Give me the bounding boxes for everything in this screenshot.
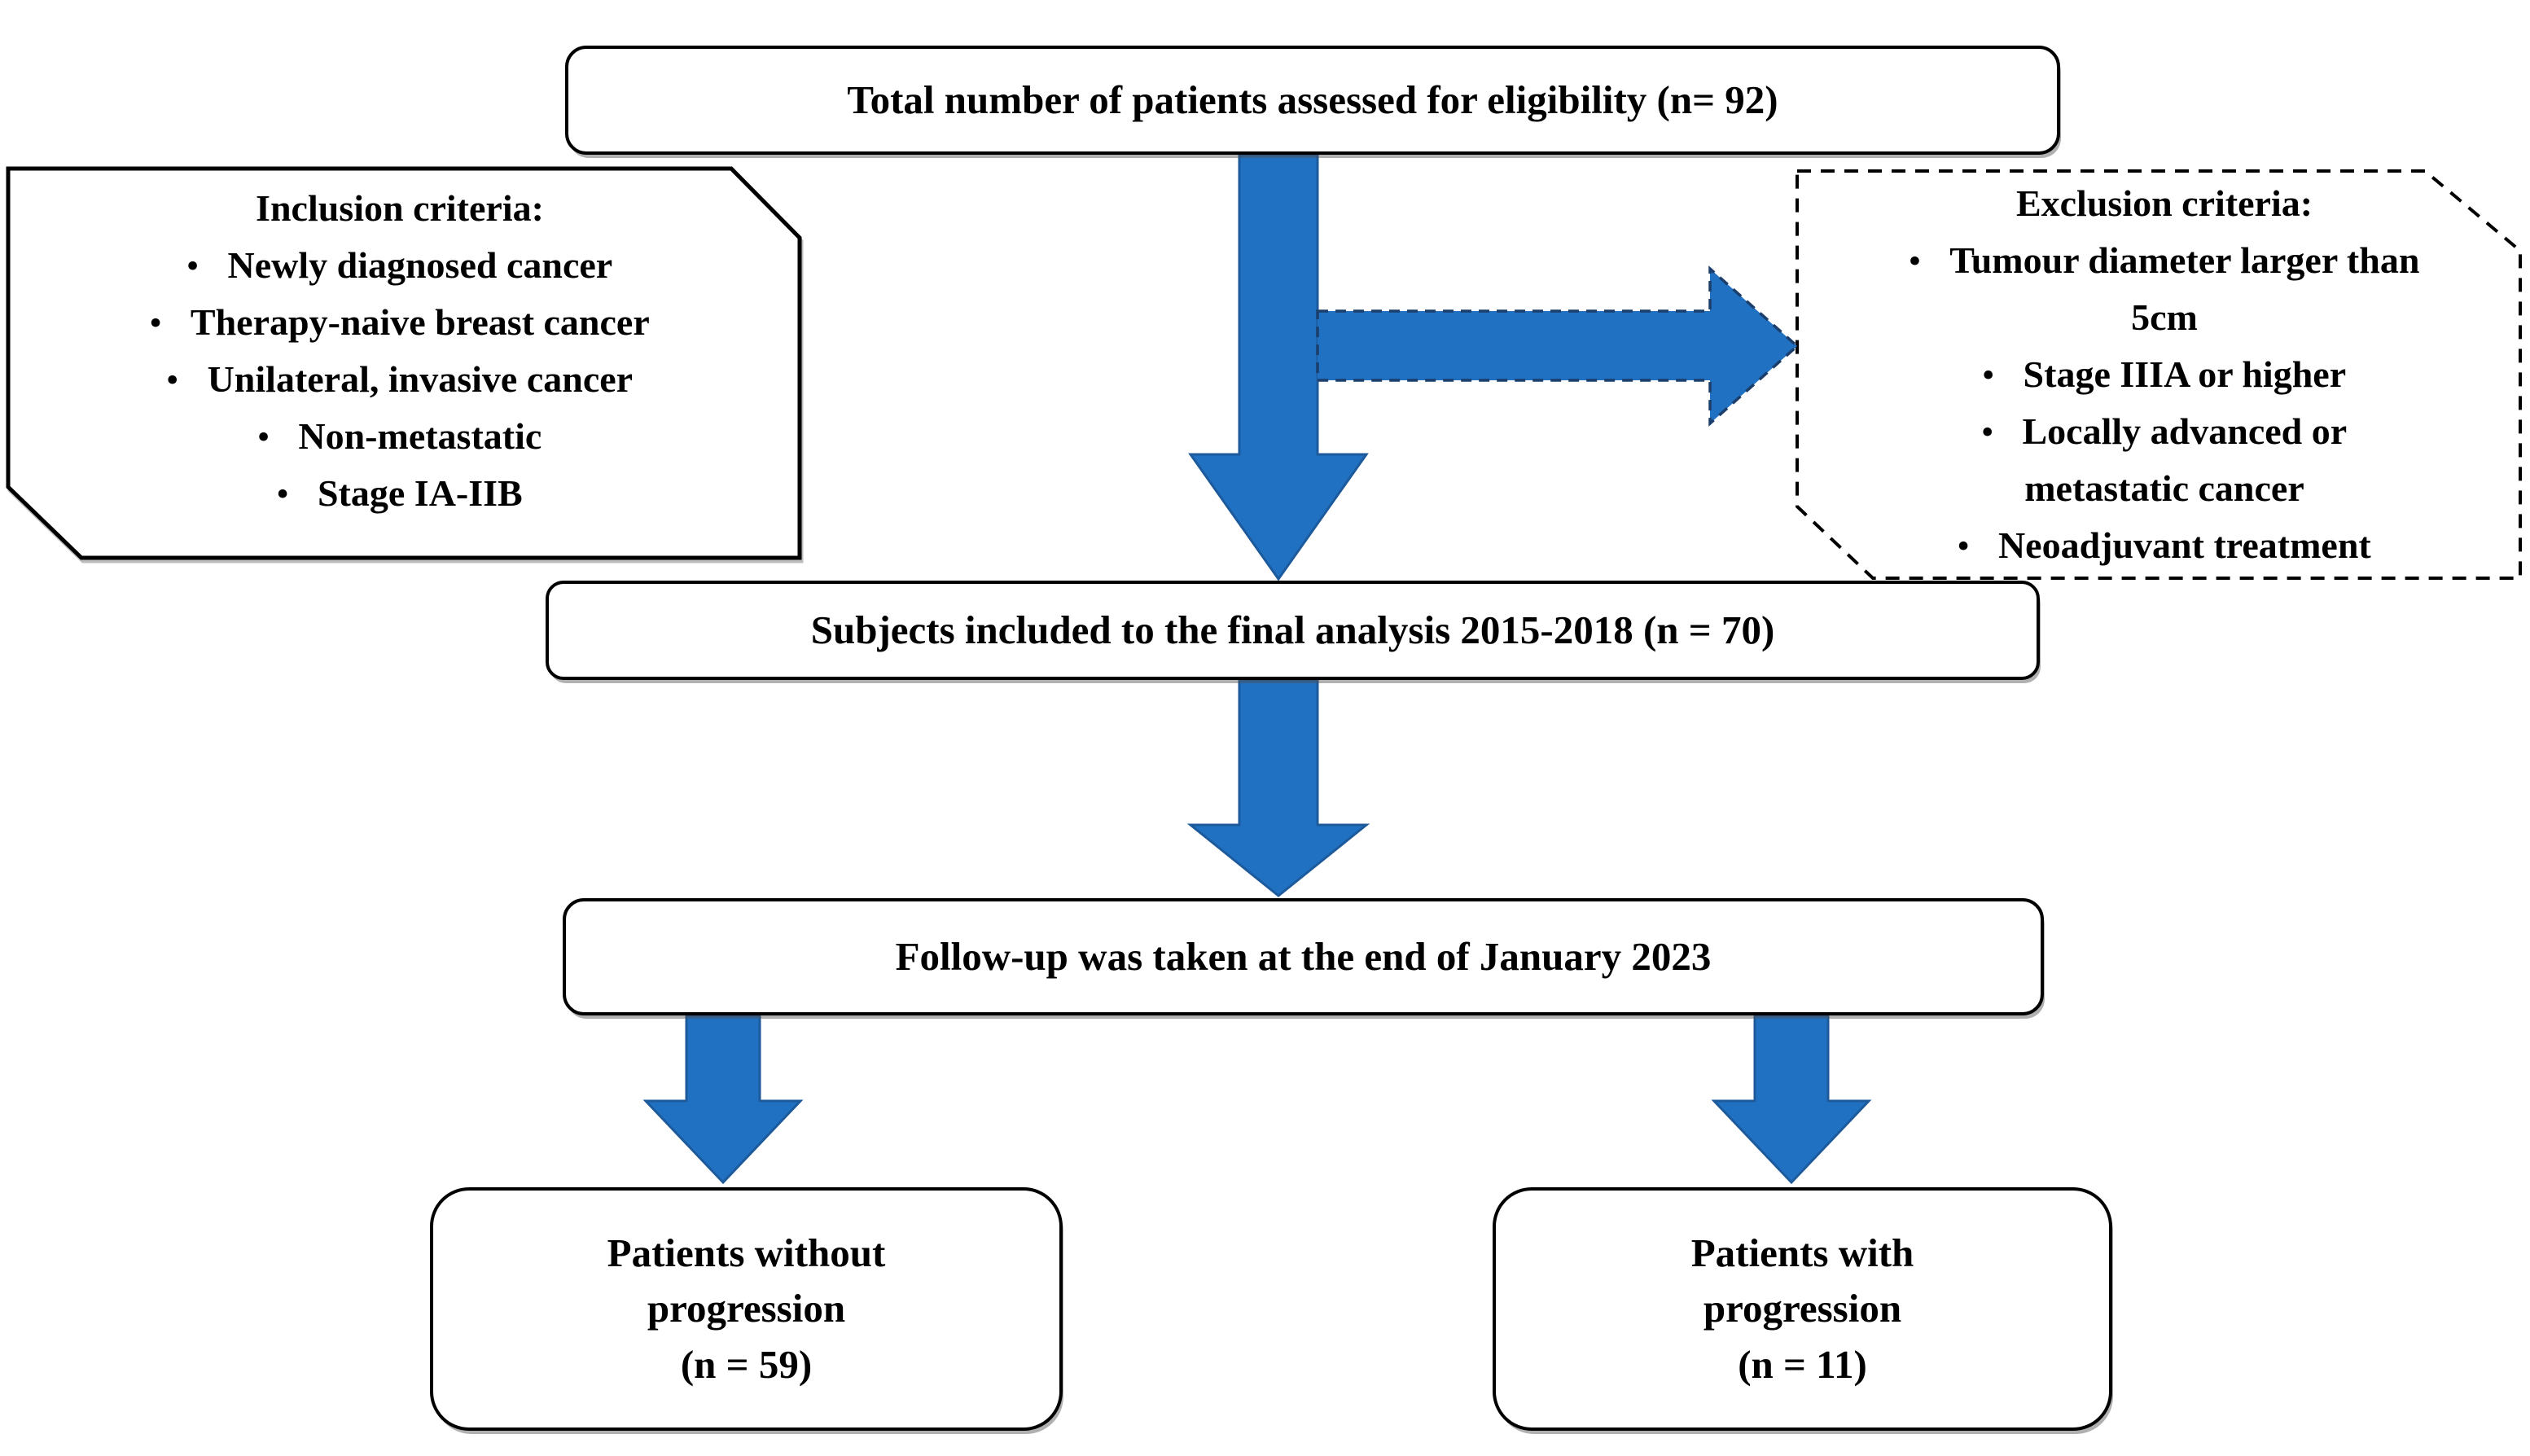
inclusion-criteria-list: • Newly diagnosed cancer • Therapy-naive br… <box>33 237 767 522</box>
exclusion-box-outline <box>1796 169 2522 580</box>
eligibility-label: Total number of patients assessed for el… <box>847 77 1778 122</box>
exclusion-criteria-list: • Tumour diameter larger than 5cm • Stage I… <box>1833 232 2496 573</box>
criteria-item-text: Neoadjuvant treatment <box>1997 524 2371 566</box>
down-arrow-2 <box>1186 678 1370 897</box>
bullet-glyph: • <box>257 419 270 454</box>
without-progression-box: Patients without progression (n = 59) <box>430 1187 1063 1431</box>
criteria-item: • Locally advanced or metastatic cancer <box>1900 403 2429 517</box>
criteria-item: • Non-metastatic <box>33 408 767 465</box>
criteria-item: • Newly diagnosed cancer <box>33 237 767 294</box>
final-analysis-box: Subjects included to the final analysis … <box>546 581 2040 680</box>
eligibility-box: Total number of patients assessed for el… <box>565 46 2060 155</box>
criteria-item-text: Newly diagnosed cancer <box>227 244 613 287</box>
criteria-item-text: Stage IIIA or higher <box>2023 353 2347 396</box>
bullet-glyph: • <box>1909 243 1921 279</box>
final-analysis-label: Subjects included to the final analysis … <box>810 607 1775 652</box>
with-progression-label: Patients with progression (n = 11) <box>1690 1230 1914 1387</box>
criteria-item: • Therapy-naive breast cancer <box>33 294 767 351</box>
follow-up-box: Follow-up was taken at the end of Januar… <box>563 898 2044 1015</box>
criteria-item-text: Stage IA-IIB <box>317 471 523 514</box>
exclusion-arrow <box>1316 265 1800 427</box>
bullet-glyph: • <box>277 476 288 511</box>
criteria-item-text: Unilateral, invasive cancer <box>207 358 634 400</box>
down-arrow-right <box>1711 1014 1872 1185</box>
bullet-glyph: • <box>166 362 178 397</box>
criteria-item: • Tumour diameter larger than 5cm <box>1900 232 2429 346</box>
criteria-item-text: Therapy-naive breast cancer <box>190 301 650 344</box>
criteria-item: • Neoadjuvant treatment <box>1900 517 2429 574</box>
inclusion-box-outline <box>6 166 802 560</box>
exclusion-criteria-title: Exclusion criteria: <box>2015 182 2313 225</box>
bullet-glyph: • <box>1958 528 1969 564</box>
inclusion-criteria-box: Inclusion criteria: • Newly diagnosed can… <box>8 169 800 558</box>
bullet-glyph: • <box>1982 357 1994 393</box>
down-arrow-1 <box>1188 153 1369 581</box>
with-progression-box: Patients with progression (n = 11) <box>1493 1187 2112 1431</box>
bullet-glyph: • <box>186 248 199 284</box>
without-progression-label: Patients without progression (n = 59) <box>607 1230 886 1387</box>
criteria-item-text: Tumour diameter larger than 5cm <box>1949 239 2420 339</box>
down-arrow-left <box>642 1014 804 1185</box>
exclusion-criteria-box: Exclusion criteria: • Tumour diameter lar… <box>1797 171 2520 578</box>
inclusion-criteria-title: Inclusion criteria: <box>256 187 544 230</box>
bullet-glyph: • <box>1981 414 1993 450</box>
criteria-item: • Stage IA-IIB <box>33 465 767 522</box>
criteria-item-text: Locally advanced or metastatic cancer <box>2022 410 2348 509</box>
criteria-item-text: Non-metastatic <box>298 414 542 457</box>
criteria-item: • Unilateral, invasive cancer <box>33 351 767 408</box>
follow-up-label: Follow-up was taken at the end of Januar… <box>895 933 1712 979</box>
bullet-glyph: • <box>150 305 161 341</box>
criteria-item: • Stage IIIA or higher <box>1900 346 2429 403</box>
